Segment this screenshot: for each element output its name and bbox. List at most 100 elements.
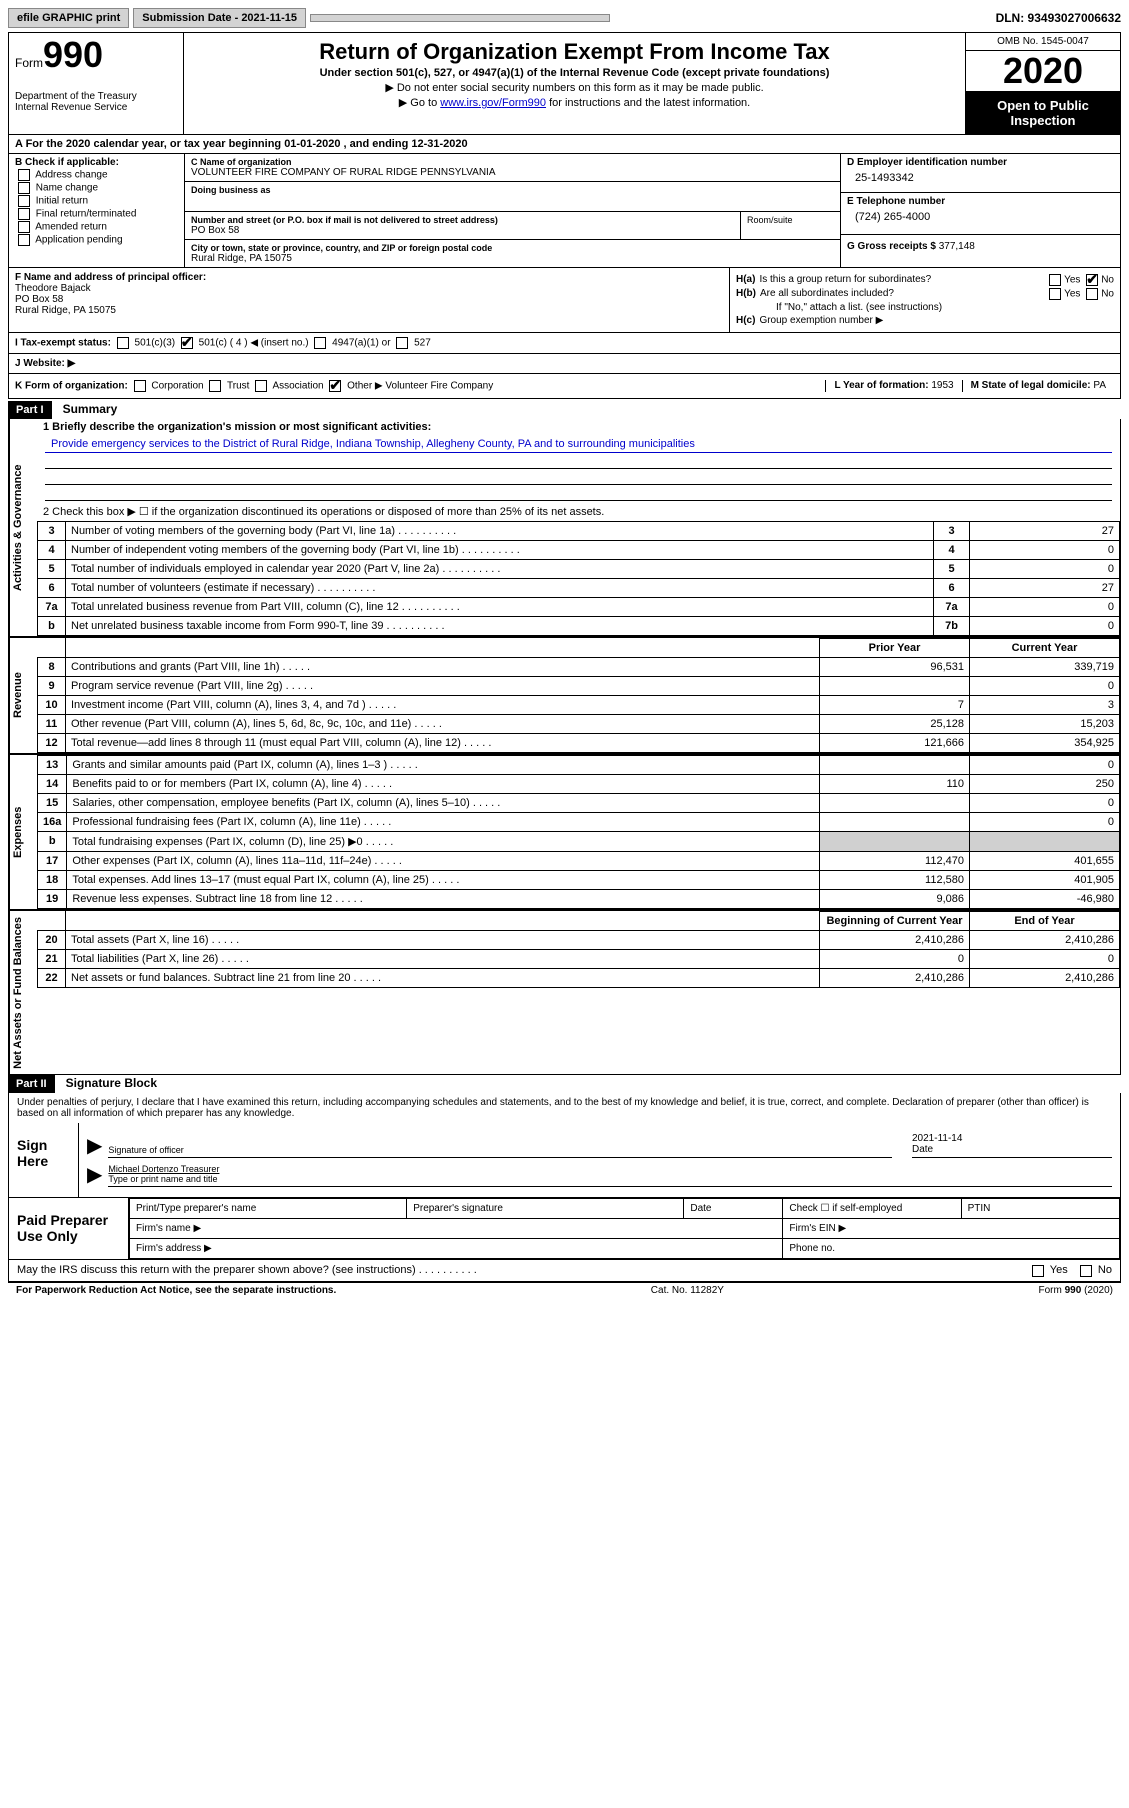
sig-date-field: 2021-11-14 Date <box>912 1133 1112 1158</box>
ein-value: 25-1493342 <box>855 172 1114 184</box>
hc-label: H(c) <box>736 315 755 326</box>
header-right: OMB No. 1545-0047 2020 Open to Public In… <box>965 33 1120 134</box>
chk-name-change[interactable]: Name change <box>15 182 178 194</box>
street-label: Number and street (or P.O. box if mail i… <box>191 215 734 225</box>
footer-left: For Paperwork Reduction Act Notice, see … <box>16 1285 336 1296</box>
discuss-yes[interactable] <box>1032 1265 1044 1277</box>
ha-yes[interactable] <box>1049 274 1061 286</box>
chk-501c3[interactable] <box>117 337 129 349</box>
chk-trust[interactable] <box>209 380 221 392</box>
officer-street: PO Box 58 <box>15 294 63 305</box>
website-label: J Website: ▶ <box>15 358 75 369</box>
side-netassets: Net Assets or Fund Balances <box>9 911 37 1075</box>
ha-no[interactable] <box>1086 274 1098 286</box>
side-expenses: Expenses <box>9 755 37 909</box>
other-value: Volunteer Fire Company <box>385 380 493 391</box>
table-row: 16aProfessional fundraising fees (Part I… <box>38 812 1120 831</box>
table-row: 21Total liabilities (Part X, line 26)00 <box>38 949 1120 968</box>
note-pre: ▶ Go to <box>399 97 440 109</box>
form-number: 990 <box>43 37 103 73</box>
opt-corp: Corporation <box>151 380 203 391</box>
sig-officer-field[interactable]: x Signature of officer <box>108 1135 892 1158</box>
form-title: Return of Organization Exempt From Incom… <box>192 39 957 65</box>
table-row: 17Other expenses (Part IX, column (A), l… <box>38 851 1120 870</box>
form-subtitle: Under section 501(c), 527, or 4947(a)(1)… <box>192 67 957 79</box>
hb-note: If "No," attach a list. (see instruction… <box>776 302 942 313</box>
city-value: Rural Ridge, PA 15075 <box>191 253 834 264</box>
chk-4947[interactable] <box>314 337 326 349</box>
hb-label: H(b) <box>736 288 756 299</box>
hb-no[interactable] <box>1086 288 1098 300</box>
prep-sig-label: Preparer's signature <box>407 1199 684 1219</box>
hb-yes[interactable] <box>1049 288 1061 300</box>
sign-here-label: Sign Here <box>9 1123 79 1197</box>
form-note-ssn: ▶ Do not enter social security numbers o… <box>192 81 957 94</box>
prior-year-header: Prior Year <box>820 638 970 657</box>
chk-amended-return[interactable]: Amended return <box>15 221 178 233</box>
blank-button[interactable] <box>310 14 610 22</box>
table-row: 10Investment income (Part VIII, column (… <box>38 695 1120 714</box>
table-row: 19Revenue less expenses. Subtract line 1… <box>38 889 1120 908</box>
chk-address-change[interactable]: Address change <box>15 169 178 181</box>
blank-line-3 <box>45 487 1112 501</box>
state-domicile-label: M State of legal domicile: <box>971 380 1091 391</box>
header-left: Form 990 Department of the Treasury Inte… <box>9 33 184 134</box>
chk-corporation[interactable] <box>134 380 146 392</box>
opt-assoc: Association <box>272 380 323 391</box>
chk-initial-return[interactable]: Initial return <box>15 195 178 207</box>
governance-table: 3Number of voting members of the governi… <box>37 521 1120 636</box>
ha-label: H(a) <box>736 274 755 285</box>
efile-print-button[interactable]: efile GRAPHIC print <box>8 8 129 28</box>
line1-text: Provide emergency services to the Distri… <box>45 436 1112 453</box>
section-f: F Name and address of principal officer:… <box>9 268 730 332</box>
table-row: 4Number of independent voting members of… <box>38 540 1120 559</box>
chk-501c[interactable] <box>181 337 193 349</box>
table-row: 20Total assets (Part X, line 16)2,410,28… <box>38 930 1120 949</box>
header-center: Return of Organization Exempt From Incom… <box>184 33 965 134</box>
discuss-row: May the IRS discuss this return with the… <box>9 1259 1120 1280</box>
phone-value: (724) 265-4000 <box>855 211 1114 223</box>
expense-table: 13Grants and similar amounts paid (Part … <box>37 755 1120 909</box>
blank-line-2 <box>45 471 1112 485</box>
table-row: 13Grants and similar amounts paid (Part … <box>38 755 1120 774</box>
chk-other[interactable] <box>329 380 341 392</box>
part1-title: Summary <box>63 402 118 416</box>
gross-label: G Gross receipts $ <box>847 241 936 252</box>
gross-value: 377,148 <box>939 241 975 252</box>
netassets-table: Beginning of Current Year End of Year 20… <box>37 911 1120 988</box>
form-990-page: efile GRAPHIC print Submission Date - 20… <box>0 0 1129 1306</box>
sig-arrow-icon: ▶ <box>87 1133 102 1158</box>
prep-check-label[interactable]: Check ☐ if self-employed <box>783 1199 961 1219</box>
table-row: 15Salaries, other compensation, employee… <box>38 793 1120 812</box>
table-row: 18Total expenses. Add lines 13–17 (must … <box>38 870 1120 889</box>
line1-label: 1 Briefly describe the organization's mi… <box>37 419 1120 436</box>
irs-link[interactable]: www.irs.gov/Form990 <box>440 97 546 109</box>
year-formation-label: L Year of formation: <box>834 380 928 391</box>
footer-center: Cat. No. 11282Y <box>651 1285 724 1296</box>
chk-final-return[interactable]: Final return/terminated <box>15 208 178 220</box>
begin-year-header: Beginning of Current Year <box>820 911 970 930</box>
tax-year: 2020 <box>966 51 1120 92</box>
discuss-no[interactable] <box>1080 1265 1092 1277</box>
ha-text: Is this a group return for subordinates? <box>759 274 931 285</box>
submission-date-button[interactable]: Submission Date - 2021-11-15 <box>133 8 306 28</box>
netassets-section: Net Assets or Fund Balances Beginning of… <box>8 910 1121 1076</box>
dln-label: DLN: 93493027006632 <box>996 11 1121 25</box>
table-row: 9Program service revenue (Part VIII, lin… <box>38 676 1120 695</box>
form-label: Form <box>15 56 43 70</box>
opt-501c: 501(c) ( 4 ) ◀ (insert no.) <box>199 337 309 348</box>
chk-527[interactable] <box>396 337 408 349</box>
revenue-section: Revenue Prior Year Current Year 8Contrib… <box>8 637 1121 754</box>
perjury-text: Under penalties of perjury, I declare th… <box>8 1093 1121 1123</box>
state-domicile: PA <box>1093 380 1106 391</box>
chk-application-pending[interactable]: Application pending <box>15 234 178 246</box>
sig-arrow-icon-2: ▶ <box>87 1162 102 1187</box>
footer-right: Form 990 (2020) <box>1039 1285 1113 1296</box>
side-revenue: Revenue <box>9 638 37 753</box>
inspection-notice: Open to Public Inspection <box>966 92 1120 134</box>
table-row: 7aTotal unrelated business revenue from … <box>38 597 1120 616</box>
preparer-table: Print/Type preparer's name Preparer's si… <box>129 1198 1120 1259</box>
chk-association[interactable] <box>255 380 267 392</box>
form-note-link: ▶ Go to www.irs.gov/Form990 for instruct… <box>192 96 957 109</box>
city-label: City or town, state or province, country… <box>191 243 834 253</box>
